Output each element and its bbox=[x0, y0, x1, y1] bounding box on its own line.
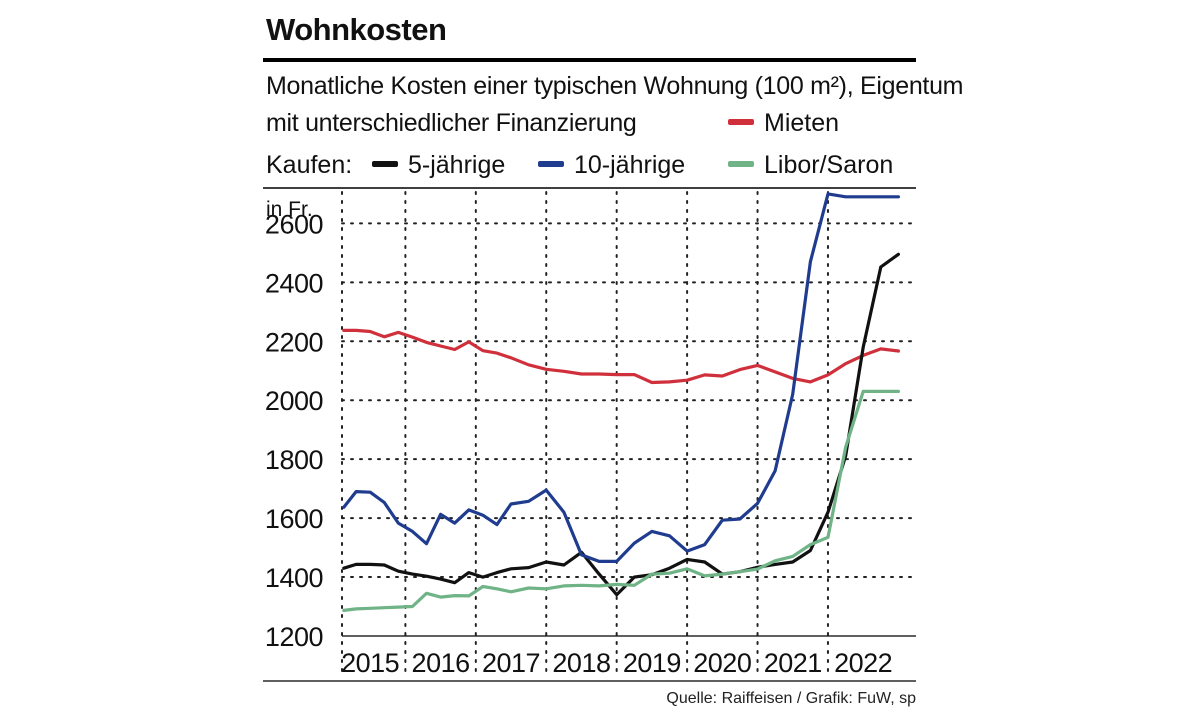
y-tick-label: 1400 bbox=[265, 563, 323, 593]
y-tick-label: 2600 bbox=[265, 209, 323, 239]
x-tick-label-2018: 2018 bbox=[552, 648, 610, 678]
x-tick-label-2015: 2015 bbox=[341, 648, 399, 678]
legend-item-libor-saron: Libor/Saron bbox=[728, 151, 893, 180]
legend-swatch-libor-saron bbox=[728, 161, 754, 168]
legend-swatch-5-jaehrige bbox=[372, 161, 398, 168]
chart-subtitle-line-1: Monatliche Kosten einer typischen Wohnun… bbox=[266, 72, 964, 100]
legend-swatch-mieten bbox=[728, 119, 754, 126]
title-rule bbox=[263, 58, 916, 62]
source-note: Quelle: Raiffeisen / Grafik: FuW, sp bbox=[666, 690, 916, 707]
chart-subtitle-line-2: mit unterschiedlicher Finanzierung bbox=[266, 109, 637, 137]
y-tick-label: 1800 bbox=[265, 445, 323, 475]
legend-label-5-jaehrige: 5-jährige bbox=[408, 151, 506, 179]
legend-swatch-10-jaehrige bbox=[538, 161, 564, 168]
series-line-10-j-hrige bbox=[342, 192, 901, 564]
y-tick-label: 2000 bbox=[265, 386, 323, 416]
x-tick-label-2019: 2019 bbox=[623, 648, 681, 678]
legend-label-mieten: Mieten bbox=[764, 109, 840, 137]
x-tick-label-2022: 2022 bbox=[834, 648, 892, 678]
legend-kaufen-label: Kaufen: bbox=[266, 151, 353, 179]
legend-item-mieten: Mieten bbox=[728, 109, 839, 138]
y-tick-label: 2200 bbox=[265, 327, 323, 357]
legend-label-10-jaehrige: 10-jährige bbox=[574, 151, 686, 179]
y-tick-label: 2400 bbox=[265, 268, 323, 298]
legend-label-libor-saron: Libor/Saron bbox=[764, 151, 894, 179]
x-tick-label-2017: 2017 bbox=[482, 648, 540, 678]
series-line-libor-saron bbox=[342, 389, 901, 613]
legend-item-5-jaehrige: 5-jährige bbox=[372, 151, 505, 180]
chart-title: Wohnkosten bbox=[266, 12, 447, 47]
y-axis-label: in Fr. bbox=[266, 198, 313, 221]
series-line-5-j-hrige bbox=[342, 252, 901, 597]
x-tick-label-2021: 2021 bbox=[764, 648, 822, 678]
y-tick-label: 1600 bbox=[265, 504, 323, 534]
legend-item-10-jaehrige: 10-jährige bbox=[538, 151, 685, 180]
x-tick-label-2016: 2016 bbox=[412, 648, 470, 678]
y-tick-label: 1200 bbox=[265, 622, 323, 652]
x-tick-label-2020: 2020 bbox=[693, 648, 751, 678]
series-line-mieten bbox=[342, 328, 901, 385]
